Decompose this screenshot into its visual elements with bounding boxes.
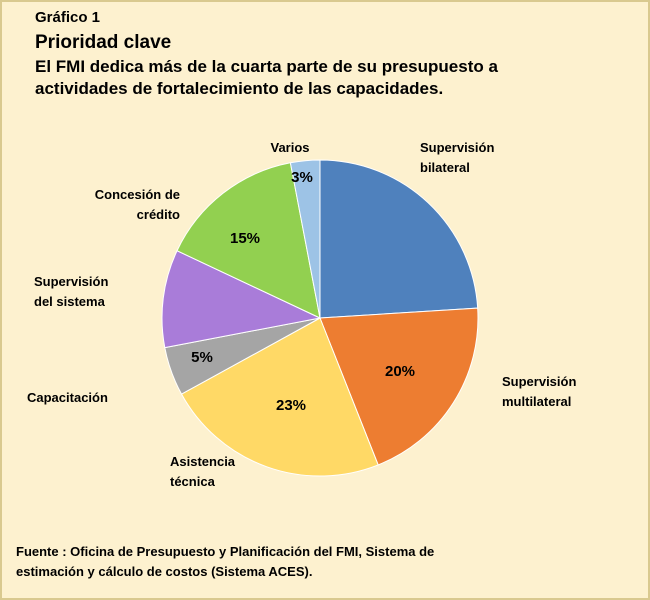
pie-slice — [289, 159, 321, 319]
slice-value-label: 23% — [276, 397, 306, 414]
slice-category-label: Capacitación — [27, 390, 108, 405]
slice-category-label: Concesión de crédito — [95, 187, 180, 222]
slice-value-label: 5% — [191, 349, 213, 366]
slice-category-label: Asistencia técnica — [170, 454, 236, 489]
pie-slice — [180, 317, 379, 477]
chart-subtitle-line-1: El FMI dedica más de la cuarta parte de … — [35, 57, 498, 76]
slice-category-label: Supervisión bilateral — [420, 140, 494, 175]
pie-slice — [176, 162, 321, 319]
slice-value-label: 20% — [385, 363, 415, 380]
slice-category-label: Supervisión multilateral — [502, 374, 576, 409]
pie-slice — [319, 159, 479, 319]
chart-kicker: Gráfico 1 — [35, 9, 101, 26]
chart-source: Fuente : Oficina de Presupuesto y Planif… — [16, 542, 636, 582]
chart-subtitle-line-2: actividades de fortalecimiento de las ca… — [35, 79, 444, 98]
slice-value-label: 15% — [230, 230, 260, 247]
pie-slice — [319, 307, 479, 466]
slice-category-label: Varios — [270, 140, 309, 155]
slice-value-label: 3% — [291, 169, 313, 186]
source-line-1: Fuente : Oficina de Presupuesto y Planif… — [16, 544, 435, 559]
slice-category-label: Supervisión del sistema — [34, 274, 108, 309]
pie-slice — [161, 250, 322, 349]
source-line-2: estimación y cálculo de costos (Sistema … — [16, 564, 313, 579]
chart-title: Prioridad clave — [35, 32, 172, 53]
